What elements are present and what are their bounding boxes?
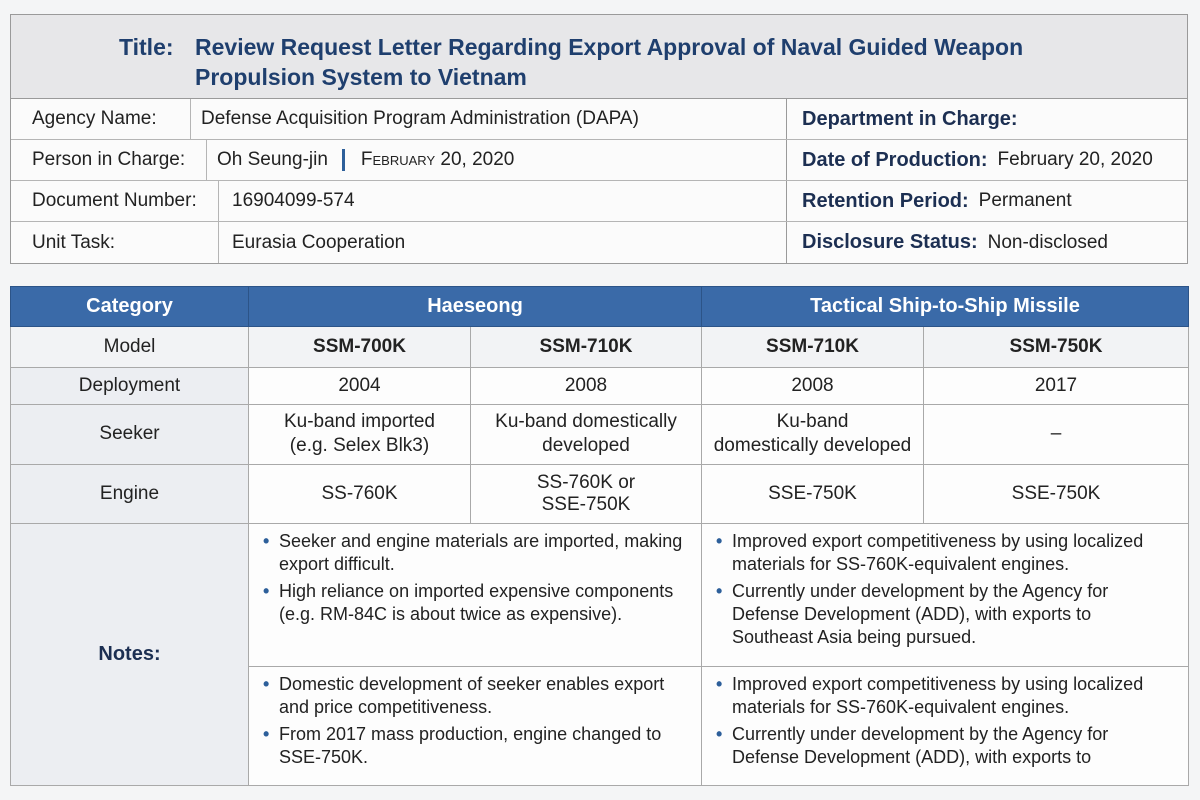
department-label: Department in Charge: [802,107,1018,130]
cell-line: Ku-band [776,411,849,433]
table-cell: – [922,403,1190,466]
production-value: February 20, 2020 [997,149,1153,170]
notes-list: Domestic development of seeker enables e… [261,673,689,769]
cell-line: SSE-750K [541,494,631,516]
person-value: Oh Seung-jin [217,149,328,170]
row-label-notes: Notes: [10,523,249,786]
table-cell: SS-760K or SSE-750K [470,464,702,525]
table-cell: SSM-700K [248,326,471,369]
disclosure-value: Non-disclosed [987,231,1109,253]
meta-row-person: Person in Charge: Oh Seung-jin February … [11,140,1187,181]
row-label-deployment: Deployment [10,367,249,405]
table-cell: 2004 [248,367,471,405]
list-item: From 2017 mass production, engine change… [261,723,689,769]
cell-line: SS-760K or [536,472,636,494]
table-cell: Ku-band domestically developed [701,403,924,466]
table-cell: SSM-710K [470,326,702,369]
retention-value: Permanent [978,190,1072,211]
header-category: Category [10,285,249,328]
table-row: Engine SS-760K SS-760K or SSE-750K SSE-7… [10,464,1190,525]
row-label-model: Model [10,326,249,369]
header-haeseong: Haeseong [248,285,702,328]
list-item: Currently under development by the Agenc… [714,580,1176,649]
list-item: Seeker and engine materials are imported… [261,530,689,576]
table-cell: 2017 [922,367,1190,405]
cell-line: Ku-band imported [283,411,436,433]
notes-cell-top-left: Seeker and engine materials are imported… [248,523,702,668]
notes-cell-top-right: Improved export competitiveness by using… [700,523,1190,668]
table-row: Model SSM-700K SSM-710K SSM-710K SSM-750… [10,326,1190,369]
cell-line: SSE-750K [1011,483,1101,505]
title-band: Title: Review Request Letter Regarding E… [11,15,1187,99]
production-label: Date of Production: [802,148,988,171]
unit-label: Unit Task: [11,222,219,263]
cell-line: (e.g. Selex Blk3) [289,435,430,457]
list-item: High reliance on imported expensive comp… [261,580,689,626]
table-cell: SSE-750K [922,464,1190,525]
notes-list: Improved export competitiveness by using… [714,530,1176,649]
unit-value: Eurasia Cooperation [232,231,406,253]
cell-line: SSE-750K [768,483,857,505]
table-header-row: Category Haeseong Tactical Ship-to-Ship … [10,285,1190,328]
table-cell: SSM-710K [701,326,924,369]
list-item: Improved export competitiveness by using… [714,530,1176,576]
spec-table: Category Haeseong Tactical Ship-to-Ship … [10,285,1190,786]
document-title: Review Request Letter Regarding Export A… [195,34,1024,90]
title-label: Title: [119,34,174,60]
notes-label: Notes: [98,643,161,666]
disclosure-label: Disclosure Status: [802,231,978,253]
docnum-value: 16904099-574 [232,190,355,211]
person-date: February 20, 2020 [360,149,515,170]
table-cell: 2008 [470,367,702,405]
notes-cell-bottom-left: Domestic development of seeker enables e… [248,666,702,786]
agency-label: Agency Name: [11,99,191,139]
cell-line: SS-760K [321,483,398,505]
header-tactical: Tactical Ship-to-Ship Missile [700,285,1190,328]
table-cell: Ku-band domestically developed [470,403,702,466]
table-cell: SSM-750K [922,326,1190,369]
notes-cell-bottom-right: Improved export competitiveness by using… [700,666,1190,786]
table-cell: 2008 [701,367,924,405]
table-cell: SSE-750K [701,464,924,525]
retention-label: Retention Period: [802,189,969,212]
cell-line: developed [542,435,630,457]
notes-list: Seeker and engine materials are imported… [261,530,689,626]
meta-row-docnum: Document Number: 16904099-574 Retention … [11,181,1187,222]
agency-value: Defense Acquisition Program Administrati… [201,108,639,129]
table-row: Seeker Ku-band imported (e.g. Selex Blk3… [10,403,1190,466]
list-item: Improved export competitiveness by using… [714,673,1176,719]
docnum-label: Document Number: [11,181,219,221]
table-cell: SS-760K [248,464,471,525]
table-row: Deployment 2004 2008 2008 2017 [10,367,1190,405]
meta-row-agency: Agency Name: Defense Acquisition Program… [11,99,1187,140]
cell-line: Ku-band domestically [495,411,677,433]
list-item: Domestic development of seeker enables e… [261,673,689,719]
notes-list: Improved export competitiveness by using… [714,673,1176,769]
meta-row-unit: Unit Task: Eurasia Cooperation Disclosur… [11,222,1187,263]
table-row: Domestic development of seeker enables e… [11,666,1190,786]
separator-bar [341,149,345,171]
table-cell: Ku-band imported (e.g. Selex Blk3) [248,403,471,466]
list-item: Currently under development by the Agenc… [714,723,1176,769]
table-row: Notes: Seeker and engine materials are i… [10,523,1190,786]
person-label: Person in Charge: [11,140,207,180]
document-header: Title: Review Request Letter Regarding E… [10,14,1188,264]
cell-line: domestically developed [713,435,912,457]
cell-line: – [1050,423,1062,445]
row-label-engine: Engine [10,464,249,525]
row-label-seeker: Seeker [10,403,249,466]
